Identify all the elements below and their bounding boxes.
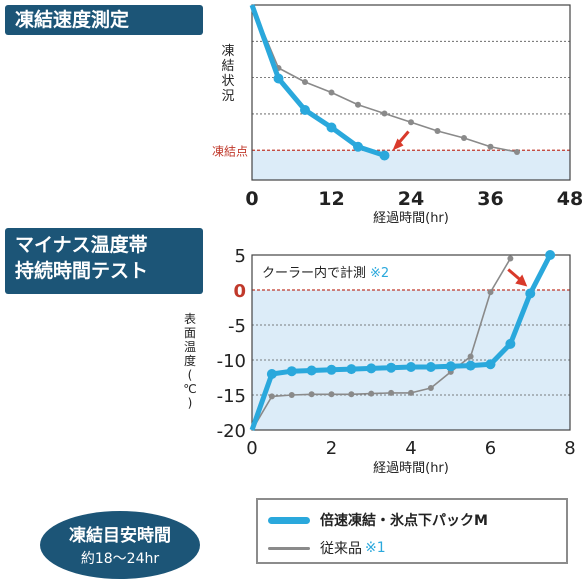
legend: 倍速凍結・氷点下パックM 従来品 ※1: [256, 498, 568, 564]
chart2-point-a: [306, 365, 317, 376]
chart2-point-b: [348, 391, 355, 398]
chart1-y-axis-label-char: 凍: [221, 43, 234, 59]
chart2-x-tick-label: 6: [485, 438, 496, 459]
chart1-point-b: [328, 89, 335, 96]
chart1-point-b: [355, 101, 361, 108]
chart1-y-axis-label-char: 結: [221, 59, 234, 74]
legend-label-series-a: 倍速凍結・氷点下パックM: [320, 513, 488, 529]
chart1-frozen-zone: [252, 150, 570, 180]
chart1-point-a: [353, 141, 363, 152]
chart2-title: マイナス温度帯 持続時間テスト: [5, 228, 203, 294]
chart1-point-a: [273, 73, 284, 84]
chart2-title-line2: 持続時間テスト: [15, 260, 149, 282]
chart2-y-axis-label-char: 度: [184, 353, 196, 368]
chart2-point-a: [485, 359, 496, 370]
chart2-arrow-head: [515, 274, 528, 287]
chart2-point-b: [388, 389, 395, 396]
chart2-point-b: [487, 289, 494, 296]
chart1-point-a: [326, 122, 337, 133]
chart2-point-a: [545, 250, 556, 260]
chart2-y-tick-label: 0: [233, 281, 246, 302]
chart2-x-tick-label: 4: [405, 438, 416, 459]
chart2-point-a: [445, 361, 456, 372]
chart1-point-b: [514, 149, 520, 155]
chart2-point-a: [425, 362, 436, 372]
chart2-x-axis-label: 経過時間(hr): [373, 461, 449, 476]
chart2-y-axis-label-char: ): [188, 396, 193, 410]
chart1-point-b: [487, 143, 494, 150]
chart1-arrow-head: [392, 138, 404, 151]
chart2-annotation: クーラー内で計測 ※2: [262, 265, 389, 281]
chart2-x-tick-label: 2: [326, 438, 337, 459]
chart1-x-tick-label: 36: [477, 188, 503, 210]
chart2-y-axis-label-char: 面: [184, 326, 196, 340]
chart2-y-tick-label: -15: [217, 386, 246, 407]
chart1-plot-frame: [251, 4, 571, 181]
chart2-point-a: [266, 369, 277, 379]
chart1-x-tick-label: 48: [557, 188, 583, 210]
legend-item-series-b: 従来品 ※1: [268, 538, 386, 558]
chart2-point-b: [467, 353, 474, 360]
legend-item-series-a: 倍速凍結・氷点下パックM: [268, 510, 488, 530]
chart2-point-b: [368, 390, 375, 397]
badge-title: 凍結目安時間: [69, 526, 171, 546]
chart2-y-tick-label: -20: [217, 421, 246, 442]
legend-label-series-b: 従来品: [320, 541, 362, 557]
chart2-point-b: [308, 391, 315, 398]
chart2-point-a: [366, 363, 377, 374]
chart2-point-a: [326, 364, 337, 375]
chart1-point-a: [379, 150, 390, 161]
chart2-annotation-note: ※2: [370, 266, 389, 281]
chart2-x-tick-label: 0: [246, 438, 257, 459]
chart2-point-b: [288, 392, 295, 398]
chart2-y-axis-label-char: 表: [184, 312, 196, 326]
chart2-point-a: [406, 362, 416, 372]
chart1-x-tick-label: 12: [318, 188, 344, 210]
chart2-point-b: [328, 391, 335, 398]
legend-swatch-series-a: [268, 516, 310, 524]
chart1-point-a: [300, 105, 310, 115]
chart1-y-axis-label-char: 状: [221, 74, 234, 89]
freeze-time-badge: 凍結目安時間 約18〜24hr: [40, 511, 200, 579]
chart1-x-tick-label: 24: [398, 188, 424, 210]
legend-note-series-b: ※1: [365, 540, 386, 556]
chart1-series-line-b: [251, 4, 518, 153]
chart1-y-axis-label-char: 況: [221, 89, 234, 104]
chart1-freeze-point-label: 凍結点: [212, 144, 248, 158]
chart2-title-line1: マイナス温度帯: [15, 234, 148, 256]
badge-value: 約18〜24hr: [80, 551, 160, 567]
chart2-y-tick-label: -10: [217, 351, 246, 372]
chart2-y-axis-label-char: ℃: [183, 382, 196, 396]
chart2-point-a: [346, 364, 357, 375]
chart2-series-line-a: [249, 253, 553, 431]
chart2-point-a: [525, 288, 536, 299]
chart2-point-a: [286, 366, 297, 377]
chart2-point-a: [465, 360, 476, 371]
chart2-point-b: [408, 389, 414, 396]
chart2-point-b: [507, 255, 514, 262]
chart1-x-axis-label: 経過時間(hr): [373, 211, 449, 226]
legend-swatch-series-b: [268, 546, 310, 550]
chart2-series-line-b: [251, 258, 512, 431]
chart1-point-b: [461, 135, 467, 141]
chart1-x-tick-label: 0: [245, 188, 258, 210]
chart2-y-tick-label: -5: [228, 316, 246, 337]
chart2-point-a: [386, 362, 397, 373]
chart2-y-axis-label-char: (: [188, 368, 193, 382]
chart2-x-tick-label: 8: [564, 438, 575, 459]
chart1-series-line-a: [249, 4, 386, 158]
chart2-y-axis-label-char: 温: [184, 340, 196, 354]
chart1-point-b: [408, 119, 414, 126]
chart1-title: 凍結速度測定: [5, 5, 203, 35]
chart2-point-b: [268, 393, 275, 400]
chart1-point-b: [381, 110, 388, 117]
chart2-y-tick-label: 5: [235, 246, 246, 267]
chart1-point-b: [302, 79, 308, 85]
chart1-point-b: [434, 128, 441, 134]
chart2-plot-frame: [251, 254, 571, 431]
chart2-point-a: [505, 338, 516, 349]
chart2-point-b: [427, 385, 434, 391]
